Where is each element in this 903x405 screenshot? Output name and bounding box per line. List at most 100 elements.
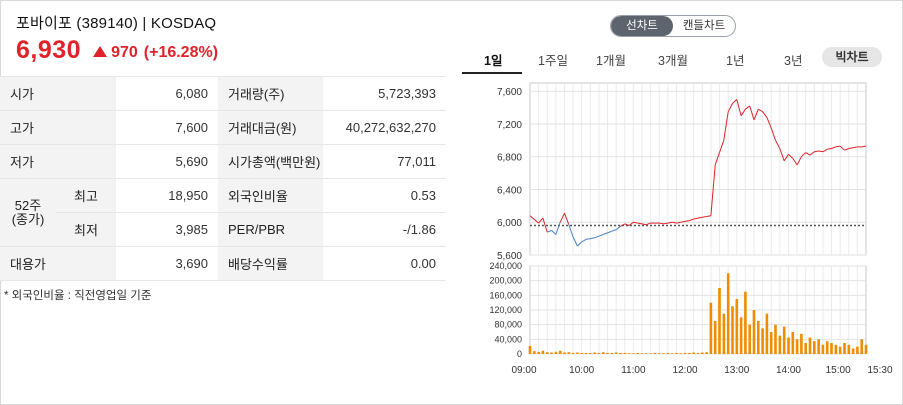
price-line-segment: [611, 229, 617, 232]
price-line-segment: [827, 148, 832, 150]
volume-bar: [649, 353, 652, 354]
per-value: -/1.86: [323, 212, 446, 247]
x-tick-label: 10:00: [569, 365, 594, 376]
mktcap-label: 시가총액(백만원): [218, 144, 323, 179]
price-line-segment: [693, 217, 699, 220]
price-line-segment: [702, 216, 707, 218]
price-line-segment: [555, 222, 561, 235]
limit-label: 대용가: [0, 246, 116, 281]
big-chart-button[interactable]: 빅차트: [822, 47, 882, 67]
volume-bar: [541, 350, 545, 354]
volume-bar: [692, 352, 695, 354]
active-tab-underline: [462, 72, 522, 74]
price-line-segment: [848, 147, 854, 149]
price-line-segment: [853, 146, 858, 149]
volume-bar: [662, 353, 665, 354]
candle-chart-toggle[interactable]: 캔들차트: [682, 20, 726, 32]
volume-bar: [696, 352, 700, 354]
price-line-segment: [745, 105, 751, 110]
volume-bar: [817, 339, 820, 354]
volume-bar: [645, 353, 648, 354]
volume-bar: [739, 317, 743, 354]
volume-bar: [558, 350, 562, 354]
foreign-label: 외국인비율: [218, 178, 323, 213]
price-y-tick-label: 7,200: [497, 120, 522, 131]
price-line-segment: [663, 222, 668, 225]
volume-bar: [774, 324, 777, 354]
price-line-segment: [598, 234, 604, 237]
price-line-segment: [818, 150, 823, 153]
price-line-segment: [783, 154, 789, 162]
price-line-segment: [633, 221, 638, 224]
week52-label-line2: (종가): [11, 211, 45, 227]
price-line-segment: [547, 229, 552, 233]
volume-bar: [623, 352, 627, 354]
price-line-segment: [719, 140, 725, 153]
price-line-segment: [796, 156, 802, 166]
volume-bar: [834, 344, 838, 354]
volume-bar: [597, 352, 601, 354]
volume-bar: [752, 310, 756, 354]
price-line-segment: [770, 127, 776, 141]
volume-bar: [571, 352, 575, 354]
line-chart-toggle[interactable]: 선차트: [611, 16, 673, 36]
price-line-segment: [646, 222, 651, 226]
week52-label-line1: 52주: [14, 197, 42, 213]
tab-1day[interactable]: 1일: [484, 54, 503, 68]
volume-bar: [589, 352, 592, 354]
price-line-segment: [861, 145, 867, 148]
table-row: 대용가 3,690 배당수익률 0.00: [0, 246, 446, 281]
volume-bar: [847, 344, 851, 354]
volume-bar: [610, 352, 614, 354]
volume-bar: [757, 321, 760, 354]
volume-bar: [761, 328, 764, 354]
price-line-segment: [577, 241, 583, 247]
per-label: PER/PBR: [218, 212, 323, 247]
volume-bar: [830, 343, 833, 354]
price-line-segment: [762, 111, 768, 118]
price-line-segment: [710, 164, 716, 216]
low-label: 저가: [0, 144, 116, 179]
volume-bar: [718, 288, 721, 354]
high-label: 고가: [0, 110, 116, 145]
foreign-value: 0.53: [323, 178, 446, 213]
volume-bar: [601, 352, 605, 354]
volume-bar: [843, 343, 846, 354]
volume-bar: [545, 352, 549, 354]
volume-label: 거래량(주): [218, 76, 323, 111]
table-row: 52주 (종가) 최고 18,950 외국인비율 0.53: [0, 178, 446, 247]
price-line-segment: [581, 238, 587, 243]
tab-1week[interactable]: 1주일: [538, 54, 568, 68]
price-line-segment: [706, 215, 711, 217]
limit-value: 3,690: [116, 246, 218, 281]
period-tabs: 1일 1주일 1개월 3개월 1년 3년: [462, 46, 892, 74]
volume-bar: [632, 353, 635, 354]
volume-bar: [666, 352, 670, 354]
tab-1month[interactable]: 1개월: [596, 54, 626, 68]
price-line-segment: [809, 151, 815, 156]
volume-bar: [701, 352, 704, 354]
volume-y-tick-label: 0: [517, 349, 522, 359]
volume-bar: [653, 352, 657, 354]
volume-bar: [821, 344, 825, 354]
price-line-segment: [714, 152, 720, 166]
change-amount: 970: [111, 43, 138, 61]
volume-bar: [864, 344, 868, 354]
tab-1year[interactable]: 1년: [726, 54, 745, 68]
price-line-segment: [529, 215, 539, 224]
volume-y-tick-label: 120,000: [489, 305, 522, 315]
volume-bar: [851, 348, 855, 354]
volume-bar: [580, 352, 583, 354]
price-line-segment: [568, 224, 574, 238]
tab-3year[interactable]: 3년: [784, 54, 803, 68]
x-tick-label: 12:00: [673, 365, 698, 376]
price-change: 970 (+16.28%): [93, 44, 218, 62]
volume-bar: [528, 345, 532, 354]
price-chart-frame: [529, 82, 867, 256]
tab-3month[interactable]: 3개월: [658, 54, 688, 68]
volume-bar: [537, 351, 540, 354]
volume-bar: [769, 332, 773, 354]
volume-bar: [550, 352, 553, 354]
volume-bar: [705, 352, 708, 354]
price-line-segment: [839, 145, 845, 151]
